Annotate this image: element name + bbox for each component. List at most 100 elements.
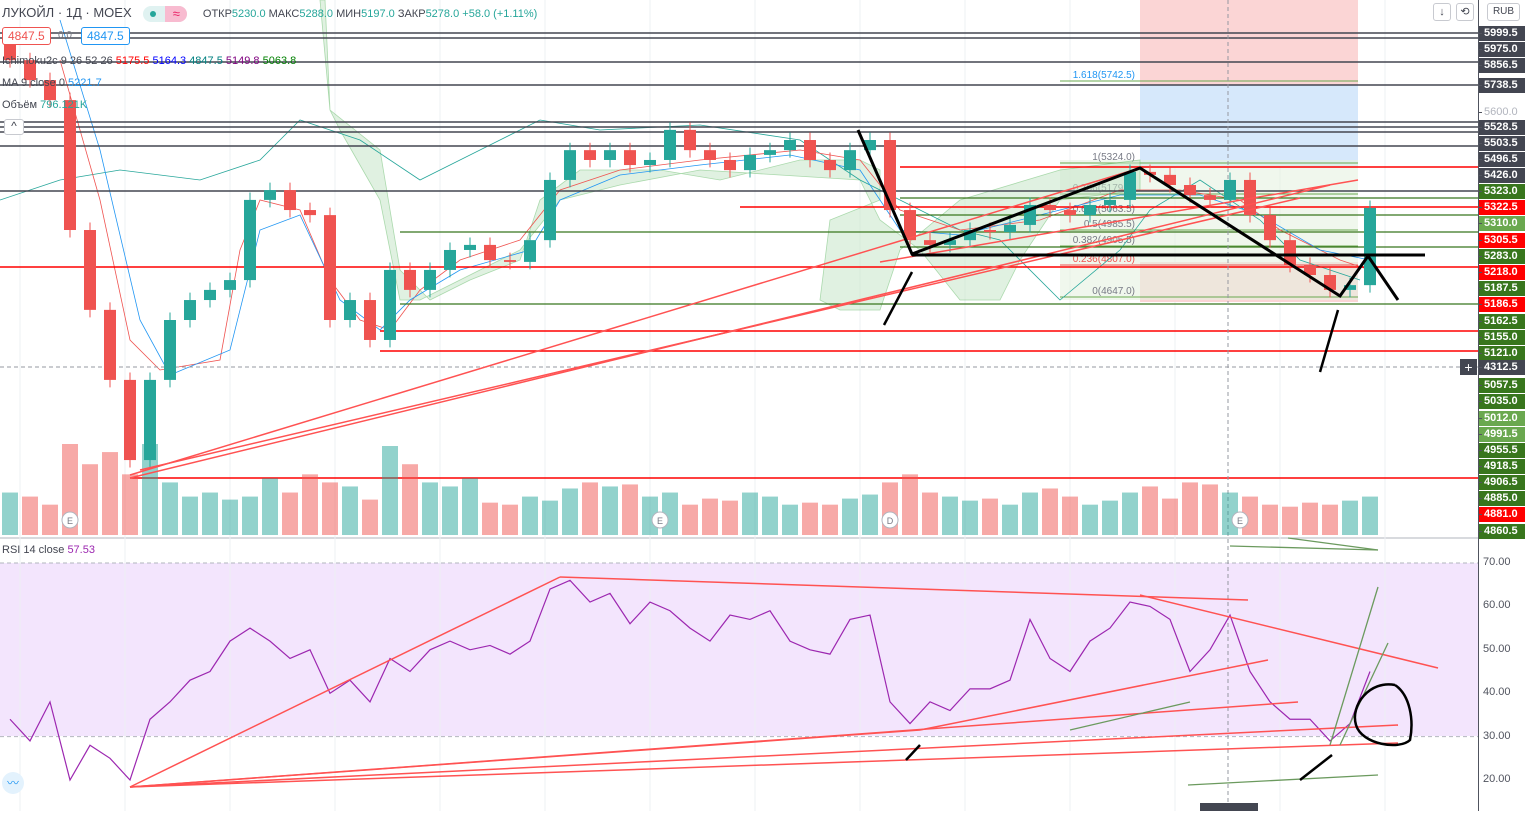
candle-body [284,190,296,211]
rsi-green-line [1329,586,1379,746]
volume-bar [182,496,198,535]
volume-bar [1182,482,1198,535]
rsi-label: RSI 14 close [2,544,65,556]
volume-bar [502,504,518,535]
ichimoku-legend[interactable]: Ichimoku2c 9 26 52 26 5175.5 5164.3 4847… [2,55,296,67]
volume-bar [22,496,38,535]
rsi-axis-label: 70.00 [1483,556,1511,568]
sell-button[interactable]: 4847.5 [2,27,51,45]
price-axis-label: 5496.5 [1478,152,1525,167]
rsi-trend-line [129,724,1399,788]
candle-body [1204,195,1216,200]
low-value: 5197.0 [361,8,395,20]
rsi-axis-label: 60.00 [1483,599,1511,612]
event-marker-label: E [67,516,73,526]
volume-bar [702,498,718,535]
candle-body [964,230,976,241]
event-marker-label: E [1237,516,1243,526]
price-axis-label: 5121.0 [1478,346,1525,361]
volume-bar [362,499,378,535]
candle-body [324,215,336,321]
rsi-axis-label: 50.00 [1483,642,1511,655]
chart-canvas[interactable]: 1.618(5742.5)1(5324.0)0.786(5179.0)0.618… [0,0,1478,811]
price-axis-label: 5426.0 [1478,168,1525,183]
candle-body [944,240,956,245]
volume-bar [282,492,298,535]
event-marker-icon [1231,511,1249,529]
candle-body [204,289,216,301]
volume-bar [602,486,618,535]
candle-body [1264,215,1276,241]
ichimoku-conversion-line [59,59,1371,371]
candle-body [784,140,796,151]
reset-scale-icon[interactable]: ⟲ [1456,3,1474,21]
candle-body [644,159,656,166]
candle-body [904,210,916,241]
rsi-axis-label: 40.00 [1483,686,1511,699]
price-axis-label: 5187.5 [1478,281,1525,296]
fib-level-label: 0.5(4985.5) [1084,219,1135,230]
volume-bar [482,502,498,535]
candle-body [104,309,116,380]
ma-legend[interactable]: MA 9 close 0 5221.7 [2,77,102,89]
high-value: 5288.0 [299,8,334,20]
volume-bar [302,474,318,535]
candle-body [1164,174,1176,186]
candle-body [124,379,136,461]
chart-area[interactable]: 1.618(5742.5)1(5324.0)0.786(5179.0)0.618… [0,0,1478,811]
candle-body [304,210,316,216]
collapse-legend-button[interactable]: ^ [4,119,24,135]
price-axis-label: 5528.5 [1478,120,1525,135]
volume-legend[interactable]: Объём 796.121K [2,99,87,111]
volume-bar [822,504,838,535]
moving-average-line [59,19,1371,376]
tradingview-logo-icon[interactable]: 〰 [2,772,24,794]
candle-body [844,150,856,171]
arrow-icon [1318,309,1340,373]
symbol-title[interactable]: ЛУКОЙЛ · 1Д · MOEX [2,5,132,20]
rsi-trend-line [129,742,1399,788]
ichimoku-conversion: 5175.5 [115,55,150,67]
candle-body [504,260,516,262]
rsi-legend[interactable]: RSI 14 close 57.53 [2,544,95,556]
fib-level-label: 0.618(5063.5) [1073,204,1135,215]
candle-body [64,100,76,231]
trend-line [879,179,1359,263]
arrow-icon [1299,754,1333,781]
volume-bar [442,486,458,535]
ichimoku-base: 5164.3 [152,55,187,67]
candle-body [84,230,96,310]
volume-bar [262,478,278,535]
ichimoku-label: Ichimoku2c 9 26 52 26 [2,55,113,67]
volume-bar [742,492,758,535]
rsi-trend-line [129,701,1299,788]
volume-bar [842,498,858,535]
volume-value: 796.121K [40,99,88,111]
volume-bar [902,474,918,535]
crosshair-add-icon[interactable]: + [1460,359,1477,375]
scroll-to-latest-icon[interactable]: ↓ [1433,3,1451,21]
price-axis[interactable]: RUB 5999.5 5975.0 5856.5 5738.5 5600.0 5528.5… [1478,0,1525,811]
volume-bar [762,496,778,535]
buy-button[interactable]: 4847.5 [81,27,130,45]
price-axis-label: 4991.5 [1478,427,1525,442]
market-status-badge[interactable]: ≈ [143,5,188,22]
candle-body [244,199,256,281]
volume-bar [62,444,78,535]
price-axis-label: 5738.5 [1478,78,1525,93]
change-value: +58.0 (+1.11%) [462,8,538,20]
spread-value: 0.0 [58,30,72,41]
time-axis-crosshair-label [1200,803,1258,811]
volume-bar [1282,506,1298,535]
volume-bar [382,446,398,535]
fib-level-label: 1.618(5742.5) [1073,70,1135,81]
event-marker-icon [651,511,669,529]
candle-body [364,300,376,340]
open-label: ОТКР [202,8,232,20]
price-axis-label: 5600.0 [1478,105,1525,120]
candle-body [1284,240,1296,265]
currency-button[interactable]: RUB [1487,3,1520,21]
fib-level-label: 1(5324.0) [1092,152,1135,163]
volume-bar [682,504,698,535]
candle-body [664,129,676,160]
